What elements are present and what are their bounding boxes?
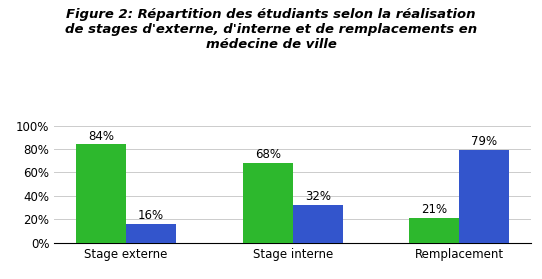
Text: 21%: 21% [421, 203, 448, 217]
Bar [243, 163, 293, 243]
Text: 32%: 32% [305, 191, 331, 203]
Bar [409, 218, 460, 243]
Text: 68%: 68% [255, 148, 281, 161]
Bar [460, 150, 509, 243]
Bar [76, 144, 126, 243]
Text: 16%: 16% [138, 209, 164, 222]
Bar [126, 224, 176, 243]
Text: 79%: 79% [472, 135, 498, 148]
Bar [293, 205, 343, 243]
Text: 84%: 84% [88, 129, 114, 143]
Text: Figure 2: Répartition des étudiants selon la réalisation
de stages d'externe, d': Figure 2: Répartition des étudiants selo… [65, 8, 477, 51]
